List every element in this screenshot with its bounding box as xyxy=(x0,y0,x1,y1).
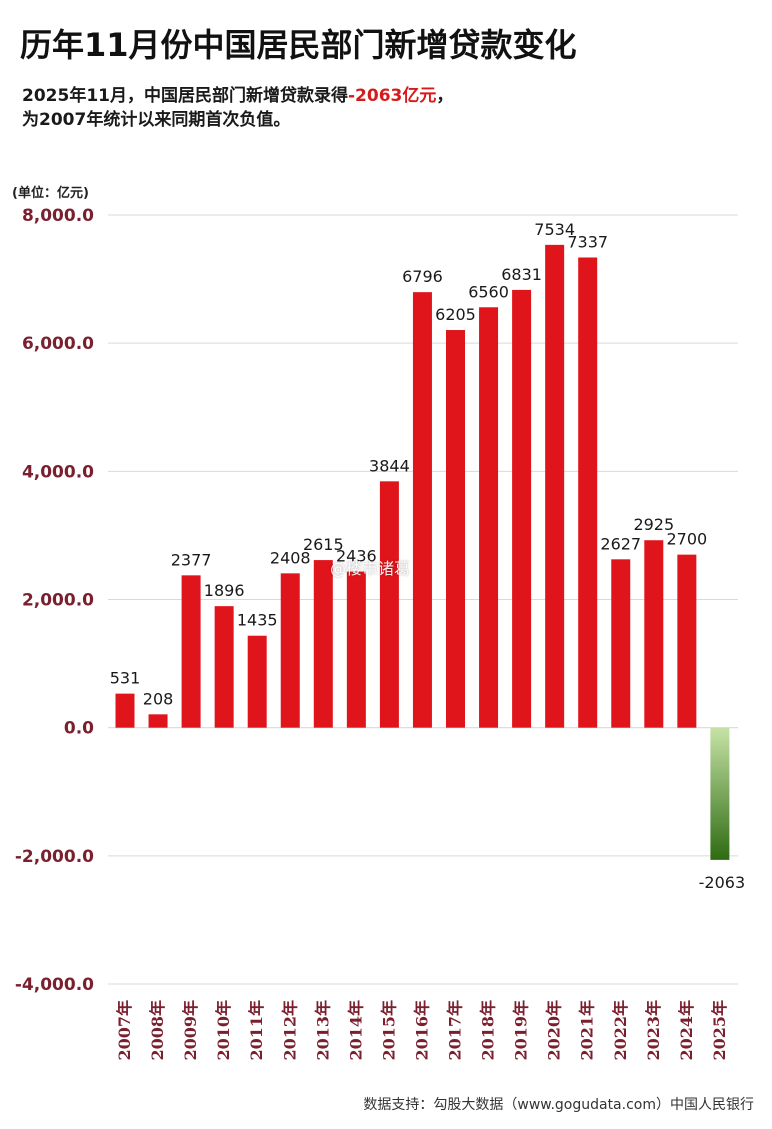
bar xyxy=(181,575,201,728)
x-tick-label: 2015年 xyxy=(379,1000,398,1061)
x-tick-label: 2023年 xyxy=(644,1000,663,1061)
bar xyxy=(446,330,465,728)
data-label: 2615 xyxy=(303,535,344,554)
x-tick-label: 2020年 xyxy=(545,1000,564,1061)
x-tick-label: 2018年 xyxy=(479,1000,498,1061)
x-tick-label: 2025年 xyxy=(710,1000,729,1061)
bar xyxy=(247,635,267,728)
x-tick-label: 2022年 xyxy=(611,1000,630,1061)
y-tick-label: 6,000.0 xyxy=(22,334,94,354)
x-tick-label: 2019年 xyxy=(512,1000,531,1061)
data-label: -2063 xyxy=(699,873,746,892)
data-label: 1896 xyxy=(204,581,245,600)
x-axis-tick-labels: 2007年 2008年 2009年 2010年 2011年 2012年 2013年 2014年… xyxy=(115,1000,729,1061)
subtitle-prefix: 2025年11月，中国居民部门新增贷款录得 xyxy=(22,86,348,106)
y-tick-label: 2,000.0 xyxy=(22,591,94,611)
data-label: 6796 xyxy=(402,267,443,286)
bar xyxy=(412,292,432,728)
bar xyxy=(512,289,532,728)
data-label: 208 xyxy=(143,689,174,708)
x-tick-label: 2014年 xyxy=(346,1000,365,1061)
data-label: 6205 xyxy=(435,305,476,324)
x-tick-label: 2013年 xyxy=(313,1000,332,1061)
data-label: 2408 xyxy=(270,548,311,567)
bar xyxy=(280,573,300,728)
data-label: 2377 xyxy=(171,550,212,569)
bar xyxy=(644,540,664,728)
subtitle-suffix: ， xyxy=(436,86,454,106)
x-tick-label: 2008年 xyxy=(148,1000,167,1061)
bar xyxy=(710,727,730,860)
y-axis-tick-labels: 8,000.0 6,000.0 4,000.0 2,000.0 0.0 -2,000.0 -… xyxy=(15,206,94,995)
page-title: 历年11月份中国居民部门新增贷款变化 xyxy=(20,26,577,64)
data-label: 1435 xyxy=(237,611,278,630)
subtitle-line-1: 2025年11月，中国居民部门新增贷款录得-2063亿元， xyxy=(22,84,453,108)
bar xyxy=(611,559,631,728)
bar xyxy=(115,693,135,728)
chart-subtitle: 2025年11月，中国居民部门新增贷款录得-2063亿元， 为2007年统计以来… xyxy=(22,84,453,132)
bar xyxy=(578,257,598,728)
x-tick-label: 2021年 xyxy=(578,1000,597,1061)
watermark: @楼市诸葛 xyxy=(330,559,411,578)
x-tick-label: 2016年 xyxy=(412,1000,431,1061)
bar xyxy=(313,560,333,728)
bar xyxy=(677,554,697,728)
x-tick-label: 2017年 xyxy=(446,1000,465,1061)
bars xyxy=(115,244,730,860)
data-label: 7534 xyxy=(534,220,575,239)
data-label: 7337 xyxy=(567,232,608,251)
x-tick-label: 2009年 xyxy=(181,1000,200,1061)
data-label: 6560 xyxy=(468,282,509,301)
data-label: 2700 xyxy=(666,530,707,549)
bar xyxy=(214,606,234,728)
x-tick-label: 2012年 xyxy=(280,1000,299,1061)
source-note: 数据支持：勾股大数据（www.gogudata.com）中国人民银行 xyxy=(363,1097,754,1113)
data-label: 2925 xyxy=(633,515,674,534)
bar xyxy=(545,244,565,728)
data-label: 6831 xyxy=(501,265,542,284)
data-label: 531 xyxy=(110,669,141,688)
bar xyxy=(148,714,168,728)
x-tick-label: 2011年 xyxy=(247,1000,266,1061)
bar xyxy=(346,571,366,728)
bar xyxy=(479,307,499,728)
unit-label: (单位：亿元) xyxy=(12,186,89,201)
data-label: 3844 xyxy=(369,456,410,475)
x-tick-label: 2007年 xyxy=(115,1000,134,1061)
data-label: 2436 xyxy=(336,547,377,566)
subtitle-line-2: 为2007年统计以来同期首次负值。 xyxy=(22,110,291,130)
y-tick-label: -4,000.0 xyxy=(15,975,94,995)
subtitle-highlight: -2063亿元 xyxy=(347,86,437,106)
x-tick-label: 2024年 xyxy=(677,1000,696,1061)
y-tick-label: 0.0 xyxy=(64,719,94,739)
y-tick-label: -2,000.0 xyxy=(15,847,94,867)
bar xyxy=(379,481,399,728)
x-tick-label: 2010年 xyxy=(214,1000,233,1061)
y-tick-label: 4,000.0 xyxy=(22,462,94,482)
data-label: 2627 xyxy=(600,534,641,553)
y-tick-label: 8,000.0 xyxy=(22,206,94,226)
